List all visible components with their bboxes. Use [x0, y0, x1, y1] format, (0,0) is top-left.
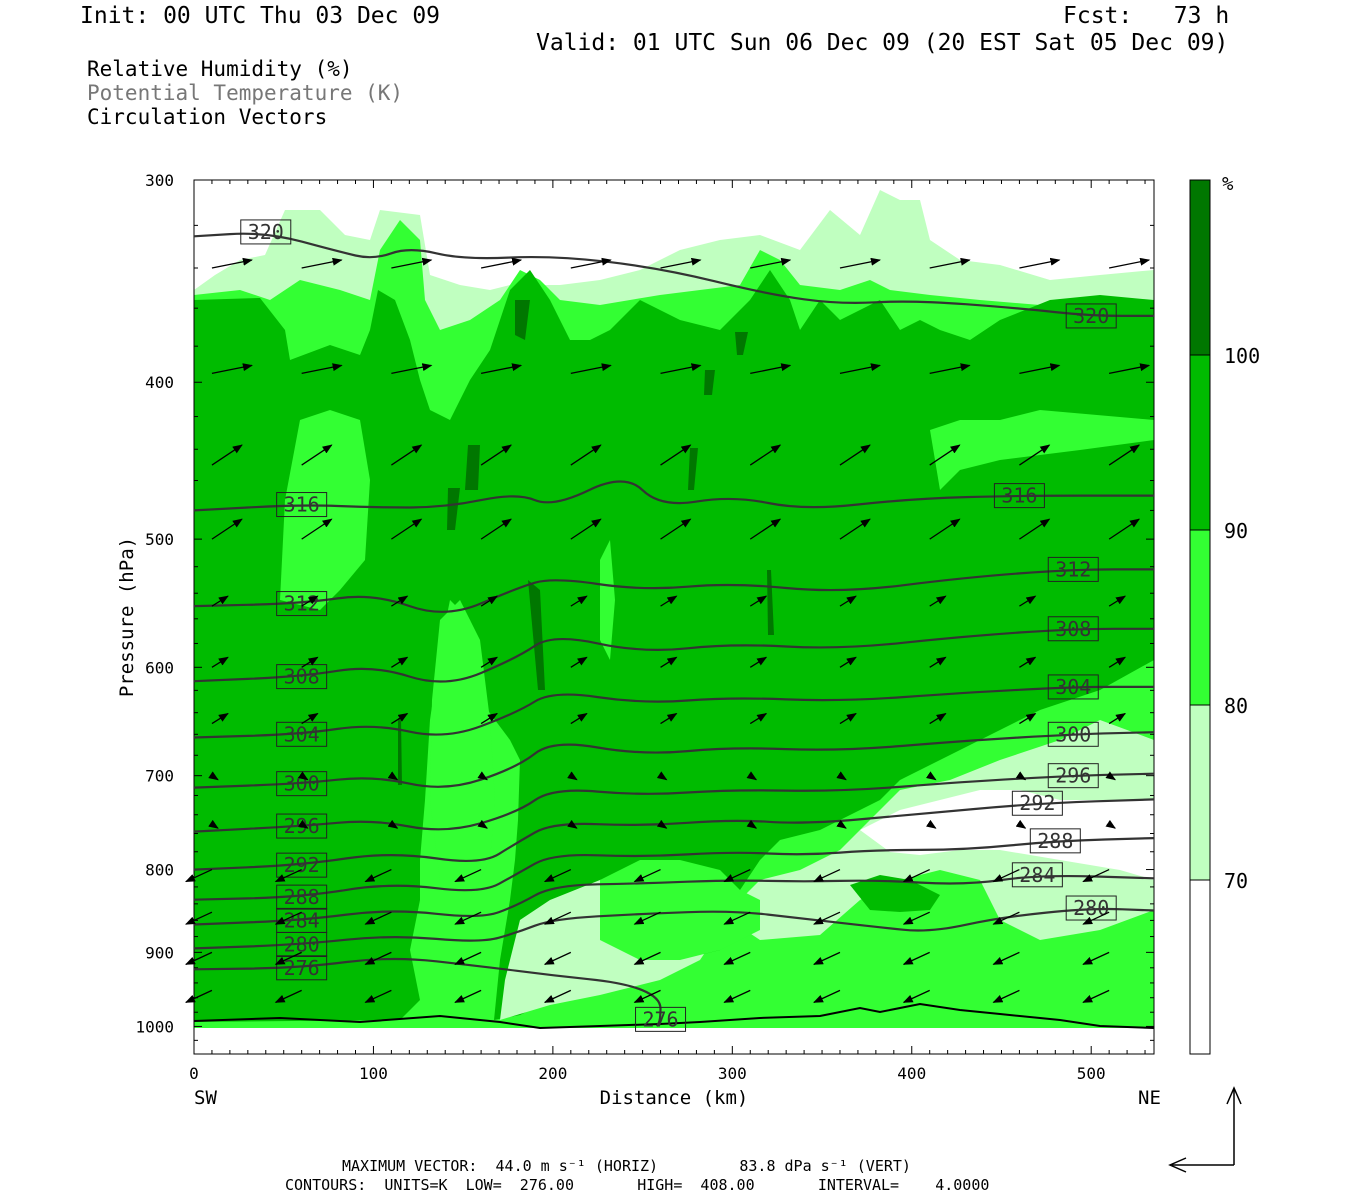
theta-contour-label: 304 [1048, 675, 1098, 699]
footer-max-vector: MAXIMUM VECTOR: 44.0 m s⁻¹ (HORIZ) 83.8 … [342, 1157, 911, 1175]
rh-fill-layer [194, 190, 1154, 1028]
y-tick-label: 1000 [135, 1017, 174, 1036]
theta-contour-label: 296 [1048, 764, 1098, 788]
theta-contour-label: 300 [1048, 722, 1098, 746]
theta-contour-label: 292 [1012, 791, 1062, 815]
colorbar-level-label: 90 [1224, 519, 1248, 543]
x-tick-label: 400 [897, 1064, 926, 1083]
colorbar: 70 80 90 100 [1190, 180, 1260, 1054]
colorbar-level-label: 80 [1224, 694, 1248, 718]
x-tick-label: 0 [189, 1064, 199, 1083]
circulation-vector [1019, 260, 1059, 268]
theta-contour-label: 316 [277, 493, 327, 517]
svg-text:300: 300 [284, 772, 320, 796]
cross-section-chart: 0 100 200 300 400 500 300 400 500 600 700 800 900 100… [0, 0, 1350, 1200]
theta-contour-label: 312 [1048, 557, 1098, 581]
theta-contour-label: 308 [277, 665, 327, 689]
theta-contour-label: 316 [994, 484, 1044, 508]
colorbar-band [1190, 180, 1210, 355]
y-tick-label: 700 [145, 767, 174, 786]
colorbar-band [1190, 355, 1210, 530]
svg-text:316: 316 [1001, 484, 1037, 508]
svg-text:296: 296 [284, 814, 320, 838]
colorbar-band [1190, 705, 1210, 880]
colorbar-band [1190, 880, 1210, 1054]
svg-text:292: 292 [1019, 791, 1055, 815]
y-tick-label: 600 [145, 658, 174, 677]
y-tick-label: 300 [145, 171, 174, 190]
x-tick-label: 500 [1077, 1064, 1106, 1083]
theta-contour-label: 320 [241, 220, 291, 244]
theta-contour-label: 312 [277, 592, 327, 616]
colorbar-unit: % [1222, 173, 1234, 195]
x-tick-label: 100 [359, 1064, 388, 1083]
y-tick-label: 400 [145, 373, 174, 392]
svg-text:304: 304 [1055, 675, 1091, 699]
theta-contour-label: 304 [277, 722, 327, 746]
svg-text:308: 308 [1055, 617, 1091, 641]
theta-contour-label: 284 [1012, 863, 1062, 887]
colorbar-level-label: 70 [1224, 869, 1248, 893]
x-axis-right-label: NE [1138, 1087, 1161, 1109]
svg-text:292: 292 [284, 853, 320, 877]
theta-contour-label: 280 [1066, 896, 1116, 920]
theta-contour-label: 276 [636, 1007, 686, 1031]
svg-text:276: 276 [284, 956, 320, 980]
y-tick-label: 500 [145, 530, 174, 549]
svg-text:284: 284 [284, 908, 320, 932]
svg-text:288: 288 [284, 885, 320, 909]
svg-text:284: 284 [1019, 863, 1055, 887]
x-tick-label: 200 [538, 1064, 567, 1083]
footer-contours: CONTOURS: UNITS=K LOW= 276.00 HIGH= 408.… [285, 1176, 989, 1194]
svg-text:320: 320 [1073, 304, 1109, 328]
theta-contour-label: 288 [1030, 829, 1080, 853]
circulation-vector [481, 260, 521, 268]
y-tick-label: 900 [145, 943, 174, 962]
theta-contour-label: 296 [277, 814, 327, 838]
theta-contour-label: 300 [277, 772, 327, 796]
colorbar-level-label: 100 [1224, 344, 1260, 368]
x-axis-left-label: SW [194, 1087, 217, 1109]
x-axis-label: Distance (km) [600, 1087, 749, 1109]
svg-text:300: 300 [1055, 722, 1091, 746]
svg-text:276: 276 [642, 1007, 678, 1031]
theta-contour-label: 308 [1048, 617, 1098, 641]
svg-text:304: 304 [284, 722, 320, 746]
circulation-vector [1109, 260, 1149, 268]
colorbar-band [1190, 530, 1210, 705]
y-tick-label: 800 [145, 861, 174, 880]
svg-text:296: 296 [1055, 764, 1091, 788]
svg-text:316: 316 [284, 493, 320, 517]
theta-contour-label: 320 [1066, 304, 1116, 328]
reference-vector-icon [1170, 1088, 1241, 1172]
theta-contour-label: 276 [277, 956, 327, 980]
svg-text:320: 320 [248, 220, 284, 244]
svg-text:288: 288 [1037, 829, 1073, 853]
circulation-vector [571, 260, 611, 268]
theta-contour-label: 292 [277, 853, 327, 877]
theta-contour-label: 288 [277, 885, 327, 909]
svg-text:312: 312 [284, 592, 320, 616]
svg-text:312: 312 [1055, 557, 1091, 581]
y-axis-label: Pressure (hPa) [116, 537, 138, 697]
x-tick-label: 300 [718, 1064, 747, 1083]
svg-text:308: 308 [284, 665, 320, 689]
svg-text:280: 280 [1073, 896, 1109, 920]
